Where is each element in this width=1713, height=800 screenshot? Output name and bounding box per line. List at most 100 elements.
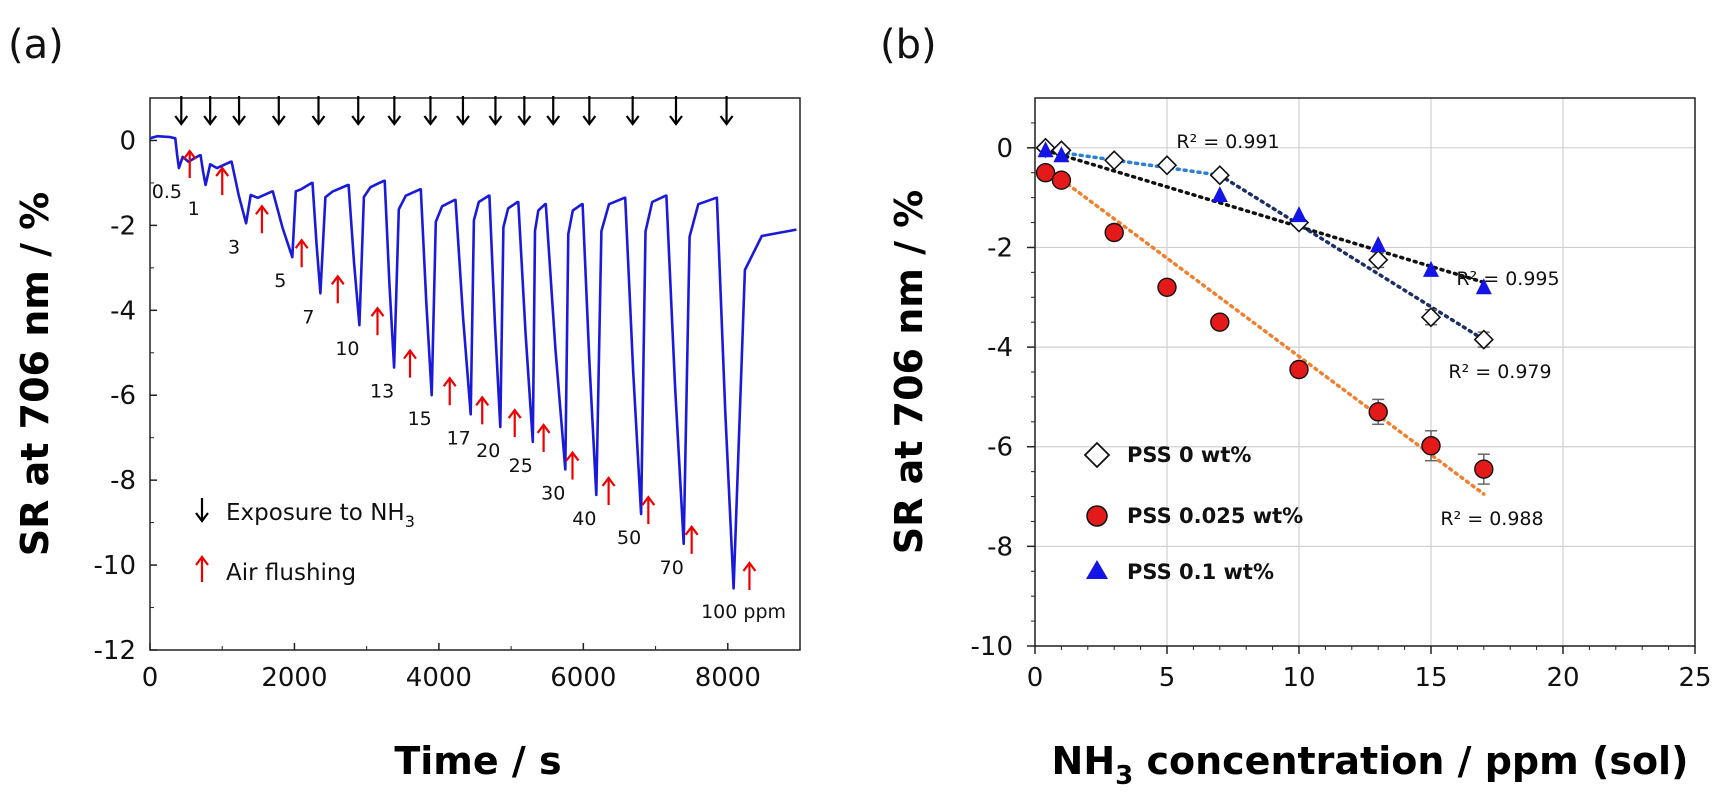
a-ytick-label: -12 (94, 636, 136, 666)
b-xtick-label: 5 (1159, 663, 1176, 693)
b-point-pss0025 (1289, 359, 1309, 380)
b-ytick-label: -8 (987, 532, 1013, 562)
b-legend: PSS 0 wt% PSS 0.025 wt% PSS 0.1 wt% (1083, 441, 1303, 584)
b-legend-diamond-icon (1083, 441, 1111, 469)
b-point-pss0 (1473, 329, 1494, 350)
flush-arrow-icon (442, 376, 457, 406)
b-fit-line (1043, 148, 1486, 285)
exposure-arrow-icon (271, 96, 286, 126)
b-point-pss01 (1037, 141, 1054, 158)
b-r2-label: R² = 0.991 (1176, 131, 1279, 153)
b-point-pss0025 (1210, 312, 1230, 332)
exposure-arrow-icon (669, 96, 683, 126)
b-ytick-label: 0 (996, 134, 1013, 164)
b-ytick-label: -6 (987, 433, 1013, 463)
b-point-pss0025 (1157, 277, 1177, 298)
b-x-axis-label: NH3 concentration / ppm (sol) (1052, 739, 1689, 791)
a-concentration-label: 13 (370, 381, 394, 403)
a-response-curve (149, 134, 797, 590)
a-concentration-label: 70 (660, 557, 684, 579)
b-point-pss0 (1420, 307, 1442, 328)
exposure-arrow-icon (351, 96, 366, 126)
a-concentration-label: 3 (228, 236, 240, 258)
b-y-axis-label: SR at 706 nm / % (887, 190, 931, 555)
chart-a: 0-2-4-6-8-10-120 2000 4000 6000 8000 0.51357… (13, 96, 801, 783)
b-r2-label: R² = 0.979 (1448, 361, 1551, 383)
exposure-arrow-icon (387, 96, 402, 126)
a-ytick-label: 0 (119, 126, 136, 156)
a-concentration-label: 10 (335, 338, 359, 360)
flush-arrow-icon (536, 423, 551, 452)
a-concentration-label: 100 ppm (701, 601, 786, 623)
b-r2-labels: R² = 0.991 R² = 0.995 R² = 0.979 R² = 0.988 (1176, 131, 1559, 530)
b-point-pss01 (1370, 235, 1387, 252)
a-y-axis-label: SR at 706 nm / % (13, 192, 57, 557)
b-fit-line (1043, 165, 1486, 496)
exposure-arrow-icon (625, 96, 640, 126)
b-point-pss0025 (1421, 436, 1441, 456)
panel-label-b: (b) (880, 22, 937, 68)
flush-arrow-icon (507, 408, 522, 438)
flush-arrow-icon (370, 306, 385, 336)
b-data-points (1035, 137, 1494, 485)
flush-arrow-icon (294, 238, 309, 268)
b-r2-label: R² = 0.995 (1456, 268, 1559, 290)
b-point-pss0025 (1474, 459, 1494, 479)
b-point-pss0025 (1051, 170, 1072, 190)
panel-label-a: (a) (8, 22, 64, 68)
flush-arrow-icon (565, 450, 580, 480)
a-xtick-label: 8000 (695, 663, 761, 693)
exposure-arrow-icon (546, 96, 561, 126)
plot-area-a (149, 97, 801, 651)
exposure-arrow-icon (174, 96, 189, 126)
a-concentration-label: 50 (617, 527, 641, 549)
b-xtick-label: 25 (1678, 663, 1711, 693)
b-axis-ticks: 0 -2 -4 -6 -8 -10 0 5 10 15 20 25 (971, 122, 1712, 693)
flush-arrow-icon (403, 348, 417, 378)
b-point-pss0025 (1104, 222, 1124, 243)
exposure-arrow-icon (203, 96, 218, 126)
b-xtick-label: 0 (1027, 663, 1044, 693)
flush-arrow-icon (742, 561, 757, 590)
a-legend-exposure-icon (195, 498, 209, 523)
a-concentration-label: 25 (509, 455, 533, 477)
flush-arrow-icon (182, 149, 197, 179)
exposure-arrow-icon (488, 96, 503, 126)
b-point-pss0 (1368, 249, 1389, 271)
b-point-pss0025 (1368, 402, 1388, 422)
a-ytick-label: -2 (110, 211, 136, 241)
b-ytick-label: -10 (971, 632, 1013, 662)
b-legend-circle-icon (1086, 505, 1108, 527)
flush-arrow-icon (601, 476, 616, 506)
a-legend-flush-icon (195, 555, 209, 582)
exposure-arrow-icon (311, 96, 326, 126)
exposure-arrow-icon (423, 96, 438, 126)
a-concentration-label: 1 (188, 198, 200, 220)
a-legend: Exposure to NH3 Air flushing (195, 498, 415, 586)
b-fit-line (1043, 148, 1222, 177)
b-point-pss0 (1104, 150, 1125, 171)
b-point-pss01 (1475, 278, 1492, 295)
a-ytick-label: -6 (110, 381, 136, 411)
exposure-arrow-icon (582, 96, 597, 126)
exposure-arrow-icon (517, 96, 532, 126)
a-ytick-label: -10 (94, 551, 136, 581)
a-legend-flush: Air flushing (226, 560, 356, 586)
flush-arrow-icon (215, 166, 230, 196)
exposure-arrow-icon (456, 96, 470, 126)
a-ytick-label: -4 (110, 296, 136, 326)
b-point-pss0 (1209, 165, 1230, 186)
exposure-arrow-icon (232, 96, 246, 126)
a-concentration-label: 7 (302, 306, 314, 328)
a-concentration-label: 20 (476, 440, 500, 462)
b-fit-lines (1043, 148, 1486, 496)
b-point-pss0025 (1035, 163, 1056, 183)
a-concentration-label: 17 (447, 427, 471, 449)
b-point-pss01 (1053, 146, 1070, 163)
a-data-line (149, 134, 797, 590)
b-ytick-label: -4 (987, 333, 1013, 363)
a-xtick-label: 2000 (261, 663, 327, 693)
b-legend-pss0025: PSS 0.025 wt% (1127, 504, 1303, 528)
